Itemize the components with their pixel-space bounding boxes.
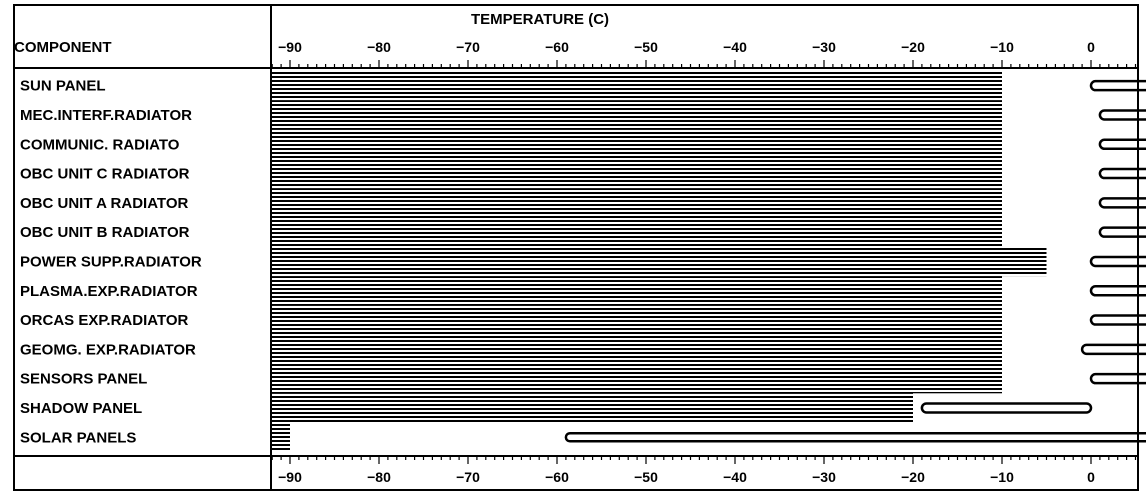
- top-tick-label: −30: [812, 39, 836, 55]
- component-label: POWER SUPP.RADIATOR: [20, 253, 202, 270]
- top-tick-label: −50: [634, 39, 658, 55]
- range-bar: [1098, 167, 1146, 180]
- top-tick-label: −80: [367, 39, 391, 55]
- range-bar: [1098, 138, 1146, 150]
- column-header: COMPONENT: [14, 39, 112, 56]
- range-bar: [1098, 109, 1146, 121]
- chart-frame: [13, 4, 1139, 491]
- hatch-left-0: [271, 71, 1002, 101]
- range-bar: [1089, 255, 1146, 268]
- range-bar: [1098, 197, 1146, 209]
- component-label: COMMUNIC. RADIATO: [20, 136, 180, 153]
- top-tick-label: −20: [901, 39, 925, 55]
- out-of-range-hatch-layer: [271, 71, 1047, 452]
- component-label: MEC.INTERF.RADIATOR: [20, 107, 192, 124]
- component-label: OBC UNIT A RADIATOR: [20, 195, 188, 212]
- component-label: PLASMA.EXP.RADIATOR: [20, 283, 198, 300]
- range-bar: [1098, 226, 1146, 238]
- component-label: OBC UNIT C RADIATOR: [20, 166, 190, 183]
- hatch-left-12: [271, 422, 290, 452]
- top-tick-label: −90: [278, 39, 302, 55]
- component-label: GEOMG. EXP.RADIATOR: [20, 341, 196, 358]
- bottom-tick-label: 0: [1087, 469, 1095, 485]
- range-bar: [1080, 343, 1146, 356]
- component-label: OBC UNIT B RADIATOR: [20, 224, 190, 241]
- bottom-tick-label: −90: [278, 469, 302, 485]
- bottom-tick-label: −30: [812, 469, 836, 485]
- component-label: SHADOW PANEL: [20, 400, 142, 417]
- chart-title: TEMPERATURE (C): [471, 11, 609, 28]
- hatch-left-7: [271, 276, 1002, 306]
- hatch-left-11: [271, 393, 913, 423]
- bottom-tick-label: −50: [634, 469, 658, 485]
- hatch-left-1: [271, 100, 1002, 130]
- hatch-left-3: [271, 158, 1002, 189]
- range-bar: [1089, 372, 1146, 385]
- range-bar: [1089, 79, 1146, 92]
- top-tick-label: 0: [1087, 39, 1095, 55]
- bottom-tick-label: −20: [901, 469, 925, 485]
- frame-layer: [13, 4, 1139, 491]
- component-label: SENSORS PANEL: [20, 371, 147, 388]
- hatch-left-2: [271, 129, 1002, 159]
- bar-layer: [564, 79, 1146, 443]
- hatch-left-4: [271, 188, 1002, 218]
- component-label: SUN PANEL: [20, 78, 106, 95]
- hatch-left-10: [271, 364, 1002, 394]
- range-bar: [1089, 314, 1146, 326]
- range-bar: [920, 402, 1093, 414]
- hatch-left-8: [271, 305, 1002, 335]
- hatch-left-5: [271, 217, 1002, 247]
- bottom-tick-label: −80: [367, 469, 391, 485]
- top-tick-label: −40: [723, 39, 747, 55]
- top-tick-label: −60: [545, 39, 569, 55]
- range-bar: [564, 432, 1146, 443]
- hatch-left-6: [271, 246, 1047, 277]
- hatch-left-9: [271, 334, 1002, 364]
- text-layer: TEMPERATURE (C) COMPONENT SUN PANEL MEC.I…: [14, 11, 1095, 485]
- top-tick-label: −10: [990, 39, 1014, 55]
- component-label: ORCAS EXP.RADIATOR: [20, 312, 189, 329]
- bottom-tick-label: −40: [723, 469, 747, 485]
- bottom-tick-label: −60: [545, 469, 569, 485]
- bottom-tick-label: −10: [990, 469, 1014, 485]
- range-bar: [1089, 285, 1146, 297]
- component-label: SOLAR PANELS: [20, 429, 136, 446]
- bottom-tick-label: −70: [456, 469, 480, 485]
- top-tick-label: −70: [456, 39, 480, 55]
